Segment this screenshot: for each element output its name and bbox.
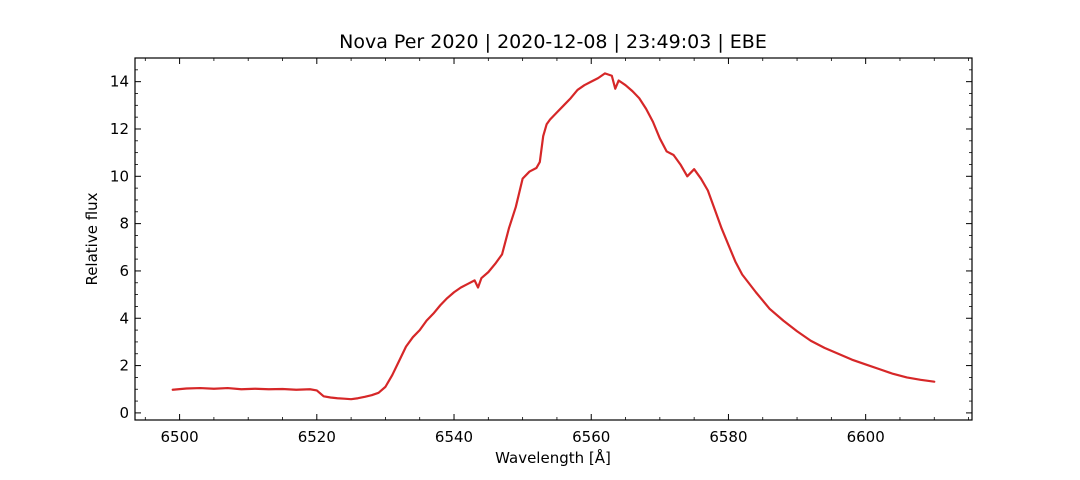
y-tick-label: 10 [110,167,129,185]
plot-area-frame [134,57,973,421]
x-tick-label: 6600 [847,428,885,446]
x-tick-label: 6540 [435,428,473,446]
y-tick-label: 0 [119,404,129,422]
y-tick-label: 4 [119,309,129,327]
y-tick-label: 8 [119,215,129,233]
axis-tick-labels: 6500 6520 6540 6560 6580 6600 0 2 4 6 8 10 12 14 [110,73,885,446]
spectrum-line [171,72,936,401]
x-tick-label: 6560 [572,428,610,446]
chart-title: Nova Per 2020 | 2020-12-08 | 23:49:03 | … [339,31,767,53]
y-tick-label: 6 [119,262,129,280]
x-tick-label: 6500 [161,428,199,446]
y-tick-label: 14 [110,73,129,91]
x-axis-label: Wavelength [Å] [495,448,611,467]
y-axis-label: Relative flux [83,192,101,285]
y-tick-label: 12 [110,120,129,138]
axis-ticks [135,57,972,420]
series-layer [171,72,936,401]
x-tick-label: 6520 [298,428,336,446]
x-tick-label: 6580 [709,428,747,446]
y-tick-label: 2 [119,357,129,375]
